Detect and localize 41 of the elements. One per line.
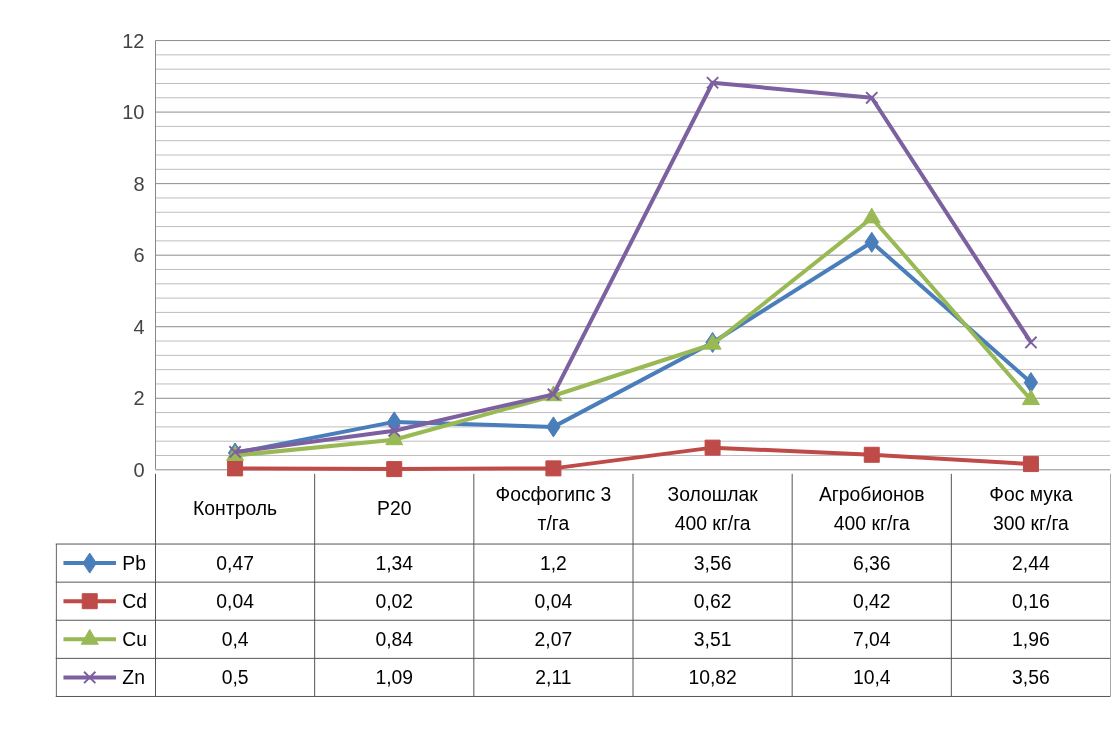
y-tick-label: 12	[122, 29, 145, 52]
data-label: 0,04	[216, 591, 255, 613]
x-tick-label: Фосфогипс 3 т/га	[495, 484, 612, 534]
data-label: 2,44	[1012, 553, 1050, 575]
data-label: 0,4	[221, 629, 249, 651]
x-tick-label: Контроль	[193, 498, 278, 520]
data-label: 3,56	[1012, 667, 1050, 689]
x-tick-label: Фос мука 300 кг/га	[989, 484, 1073, 534]
data-label: 1,34	[375, 553, 414, 575]
data-label: 0,47	[216, 553, 254, 575]
legend-label: Cu	[122, 628, 148, 650]
data-label: 1,96	[1012, 629, 1050, 651]
data-label: 1,09	[375, 667, 414, 689]
data-label: 0,02	[375, 591, 414, 613]
data-label: 2,11	[535, 667, 572, 689]
data-label: 0,42	[852, 591, 891, 613]
y-tick-label: 0	[133, 458, 145, 481]
y-tick-label: 10	[122, 101, 145, 124]
x-tick-label: Агробионов 400 кг/га	[818, 484, 925, 534]
data-label: 3,56	[693, 553, 732, 575]
x-tick-label: Золошлак 400 кг/га	[667, 484, 759, 534]
data-label: 10,4	[852, 667, 891, 689]
data-label: 7,04	[852, 629, 891, 651]
data-label: 3,51	[693, 629, 732, 651]
legend-label: Cd	[122, 590, 148, 612]
y-tick-label: 2	[133, 387, 145, 410]
y-tick-label: 4	[133, 315, 145, 338]
legend-label: Pb	[122, 552, 147, 574]
data-label: 0,16	[1012, 591, 1050, 613]
data-label: 0,62	[693, 591, 732, 613]
legend-label: Zn	[122, 666, 145, 688]
data-label: 0,04	[534, 591, 573, 613]
data-label: 0,84	[375, 629, 414, 651]
y-tick-label: 6	[133, 244, 145, 267]
data-label: 2,07	[534, 629, 573, 651]
y-tick-label: 8	[133, 172, 145, 195]
data-label: 0,5	[221, 667, 249, 689]
data-label: 1,2	[539, 553, 567, 575]
data-label: 10,82	[688, 667, 737, 689]
data-label: 6,36	[852, 553, 891, 575]
x-tick-label: P20	[377, 498, 412, 520]
